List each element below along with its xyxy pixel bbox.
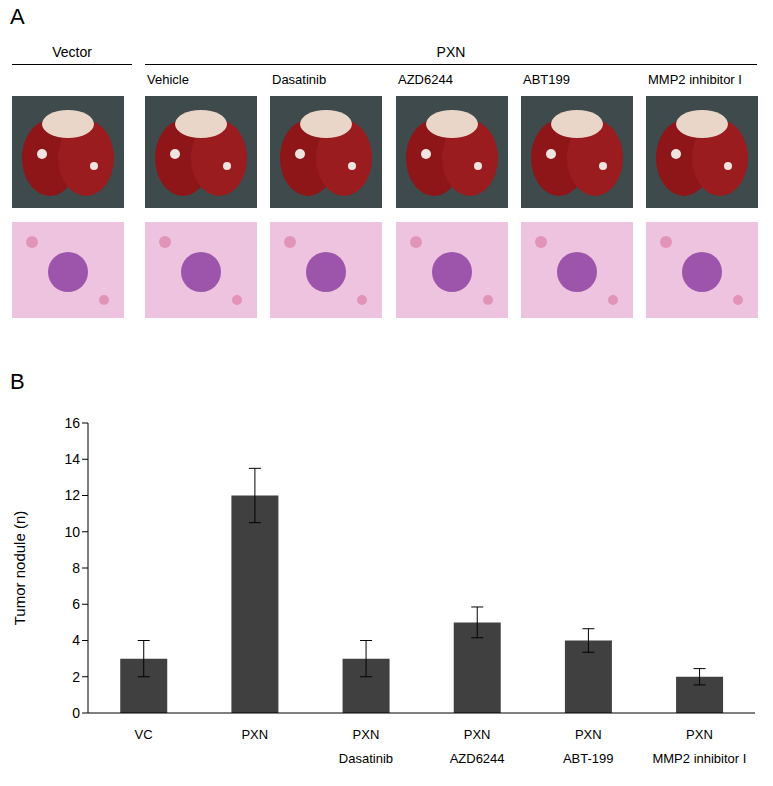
svg-text:VC: VC [135,727,153,742]
html-text:ABT199: ABT199 [523,72,570,87]
svg-text:PXN: PXN [575,727,602,742]
svg-text:Dasatinib: Dasatinib [339,751,393,766]
html-text:Vehicle: Vehicle [147,72,189,87]
svg-text:MMP2 inhibitor I: MMP2 inhibitor I [652,751,746,766]
html-text:Dasatinib: Dasatinib [272,72,327,87]
svg-text:10: 10 [64,524,80,540]
svg-text:ABT-199: ABT-199 [563,751,614,766]
html-text:PXN: PXN [436,44,466,60]
svg-text:6: 6 [72,596,80,612]
svg-text:PXN: PXN [241,727,268,742]
svg-text:Tumor nodule (n): Tumor nodule (n) [11,511,28,626]
html-text:B: B [10,369,25,394]
html-text:Vector: Vector [52,44,92,60]
svg-text:0: 0 [72,705,80,721]
svg-text:PXN: PXN [353,727,380,742]
svg-text:2: 2 [72,669,80,685]
html-text:AZD6244: AZD6244 [398,72,453,87]
svg-text:14: 14 [64,451,80,467]
svg-text:PXN: PXN [464,727,491,742]
svg-text:12: 12 [64,487,80,503]
html-text:MMP2 inhibitor I: MMP2 inhibitor I [648,72,742,87]
svg-text:AZD6244: AZD6244 [450,751,505,766]
svg-text:16: 16 [64,415,80,431]
svg-text:8: 8 [72,560,80,576]
svg-text:4: 4 [72,632,80,648]
svg-text:PXN: PXN [686,727,713,742]
html-text:A: A [10,4,25,29]
